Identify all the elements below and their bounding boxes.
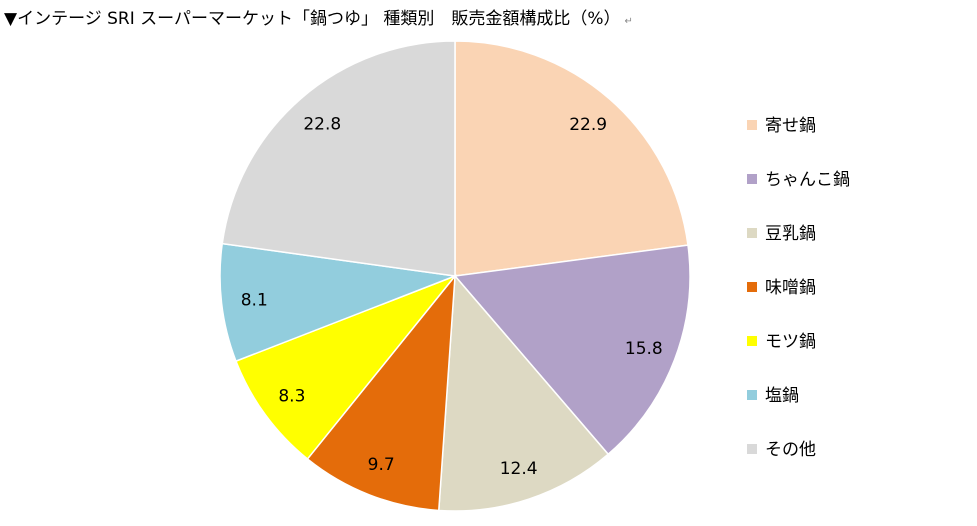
- legend-swatch: [747, 174, 757, 184]
- pie-slice-6: [221, 40, 456, 277]
- data-label: 8.1: [241, 290, 268, 310]
- legend-label: 寄せ鍋: [765, 116, 816, 136]
- legend-label: 塩鍋: [765, 386, 799, 406]
- legend-label: その他: [765, 440, 816, 460]
- pie-slice-4: [234, 274, 458, 460]
- pie-slice-2: [437, 274, 610, 512]
- legend-swatch: [747, 282, 757, 292]
- data-label: 12.4: [500, 459, 538, 479]
- data-label: 22.8: [303, 115, 341, 135]
- paragraph-mark: ↵: [624, 16, 633, 27]
- legend-swatch: [747, 336, 757, 346]
- pie-slice-5: [219, 242, 458, 363]
- data-label: 8.3: [278, 386, 305, 406]
- legend-swatch: [747, 228, 757, 238]
- data-label: 9.7: [368, 455, 395, 475]
- legend-label: モツ鍋: [765, 332, 816, 352]
- chart-title-text: ▼インテージ SRI スーパーマーケット「鍋つゆ」 種類別 販売金額構成比（%）: [4, 9, 621, 29]
- legend-swatch: [747, 444, 757, 454]
- pie-slice-1: [453, 244, 691, 456]
- chart-title: ▼インテージ SRI スーパーマーケット「鍋つゆ」 種類別 販売金額構成比（%）…: [4, 4, 633, 29]
- legend-label: 豆乳鍋: [765, 224, 816, 244]
- data-label: 15.8: [625, 339, 663, 359]
- legend-swatch: [747, 120, 757, 130]
- pie-slice-3: [306, 273, 456, 512]
- legend-label: ちゃんこ鍋: [765, 170, 850, 190]
- legend-label: 味噌鍋: [765, 278, 816, 298]
- pie-slice-0: [454, 40, 689, 277]
- data-label: 22.9: [569, 115, 607, 135]
- legend-swatch: [747, 390, 757, 400]
